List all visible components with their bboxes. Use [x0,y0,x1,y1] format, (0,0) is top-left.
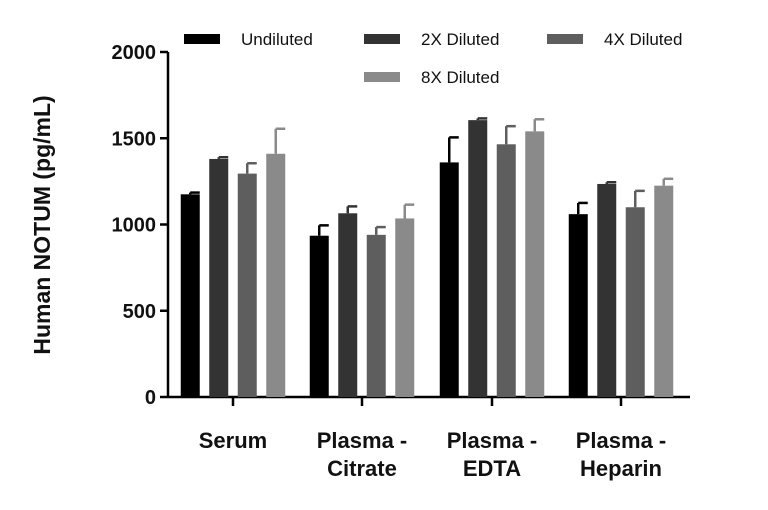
bar [597,183,617,397]
y-tick-label: 1500 [112,128,157,150]
bar [468,120,488,397]
legend-label: 8X Diluted [421,68,499,87]
bar [439,162,459,397]
legend: Undiluted 2X Diluted 4X Diluted 8X Diluted [184,30,682,87]
bar [237,173,257,397]
legend-label: Undiluted [241,30,313,49]
category-label-line2: Citrate [327,456,397,481]
bar [338,213,358,397]
bar [625,207,645,397]
legend-swatch [547,34,583,44]
bar [266,153,286,397]
bar [568,214,588,397]
y-tick-label: 2000 [112,42,157,64]
category-label: Serum [199,428,267,453]
y-tick-label: 0 [145,387,156,409]
legend-swatch [184,34,220,44]
y-tick-label: 1000 [112,215,157,237]
bar [180,194,200,397]
category-label: Plasma - [317,428,408,453]
bar [395,218,415,397]
bar [654,185,674,397]
bar [209,158,229,397]
plot-area: 0 500 1000 1500 2000 Serum Plasma - Citrate Plas… [112,42,690,481]
legend-swatch [364,34,400,44]
legend-label: 2X Diluted [421,30,499,49]
legend-swatch [364,72,400,82]
legend-label: 4X Diluted [604,30,682,49]
category-label: Plasma - [576,428,667,453]
category-label-line2: Heparin [580,456,662,481]
category-label: Plasma - [447,428,538,453]
y-tick-label: 500 [123,301,156,323]
category-label-line2: EDTA [463,456,521,481]
bar [309,235,329,397]
bar [525,131,545,397]
bar [366,234,386,397]
bar [496,144,516,397]
y-axis-title: Human NOTUM (pg/mL) [29,95,55,354]
